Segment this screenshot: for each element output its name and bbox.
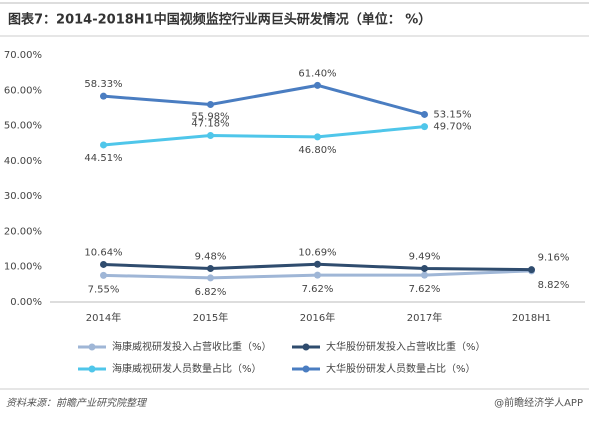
- data-label: 9.16%: [538, 253, 570, 264]
- legend-marker: [302, 343, 310, 351]
- chart-title: 图表7：2014-2018H1中国视频监控行业两巨头研发情况（单位： %）: [8, 12, 431, 28]
- legend-label: 海康威视研发投入占营收比重（%）: [112, 340, 272, 353]
- x-tick-label: 2018H1: [512, 313, 551, 324]
- y-tick-label: 20.00%: [4, 226, 42, 237]
- legend-marker: [302, 365, 310, 373]
- point: [314, 81, 321, 89]
- data-label: 9.49%: [409, 252, 441, 263]
- data-label: 55.98%: [191, 111, 229, 122]
- legend-marker: [88, 343, 96, 351]
- legend-label: 大华股份研发人员数量占比（%）: [326, 362, 476, 375]
- data-label: 7.55%: [88, 284, 120, 295]
- data-label: 49.70%: [433, 122, 471, 133]
- data-label: 6.82%: [195, 287, 227, 298]
- y-tick-label: 40.00%: [4, 156, 42, 167]
- point: [314, 271, 321, 279]
- data-label: 10.69%: [298, 247, 336, 258]
- legend-label: 海康威视研发人员数量占比（%）: [112, 362, 262, 375]
- point: [421, 271, 428, 279]
- y-tick-label: 60.00%: [4, 85, 42, 96]
- credit: @前瞻经济学人APP: [494, 396, 583, 409]
- series-line: [103, 83, 425, 116]
- data-label: 8.82%: [538, 280, 570, 291]
- x-tick-label: 2016年: [300, 311, 335, 324]
- data-label: 9.48%: [195, 252, 227, 263]
- legend-label: 大华股份研发投入占营收比重（%）: [326, 340, 486, 353]
- data-label: 47.18%: [191, 119, 229, 130]
- data-label: 7.62%: [302, 284, 334, 295]
- y-tick-label: 10.00%: [4, 262, 42, 273]
- legend-marker: [88, 365, 96, 373]
- point: [314, 133, 321, 141]
- point: [314, 260, 321, 268]
- data-label: 46.80%: [298, 145, 336, 156]
- data-label: 58.33%: [84, 79, 122, 90]
- data-label: 7.62%: [409, 284, 441, 295]
- point: [207, 265, 214, 273]
- point: [100, 271, 107, 279]
- x-tick-label: 2017年: [407, 311, 442, 324]
- y-tick-label: 70.00%: [4, 50, 42, 61]
- source: 资料来源：前瞻产业研究院整理: [6, 397, 148, 409]
- point: [421, 110, 428, 118]
- data-label: 44.51%: [84, 153, 122, 164]
- point: [100, 141, 107, 149]
- data-label: 10.64%: [84, 247, 122, 258]
- point: [207, 274, 214, 282]
- x-tick-label: 2014年: [86, 311, 121, 324]
- data-label: 53.15%: [433, 109, 471, 120]
- y-tick-label: 0.00%: [10, 297, 42, 308]
- x-tick-label: 2015年: [193, 311, 228, 324]
- data-label: 61.40%: [298, 68, 336, 79]
- series-line: [103, 125, 425, 147]
- point: [207, 100, 214, 108]
- y-tick-label: 30.00%: [4, 191, 42, 202]
- y-tick-label: 50.00%: [4, 121, 42, 132]
- point: [421, 265, 428, 273]
- point: [100, 260, 107, 268]
- point: [528, 266, 535, 274]
- point: [207, 132, 214, 140]
- point: [100, 92, 107, 100]
- point: [421, 123, 428, 131]
